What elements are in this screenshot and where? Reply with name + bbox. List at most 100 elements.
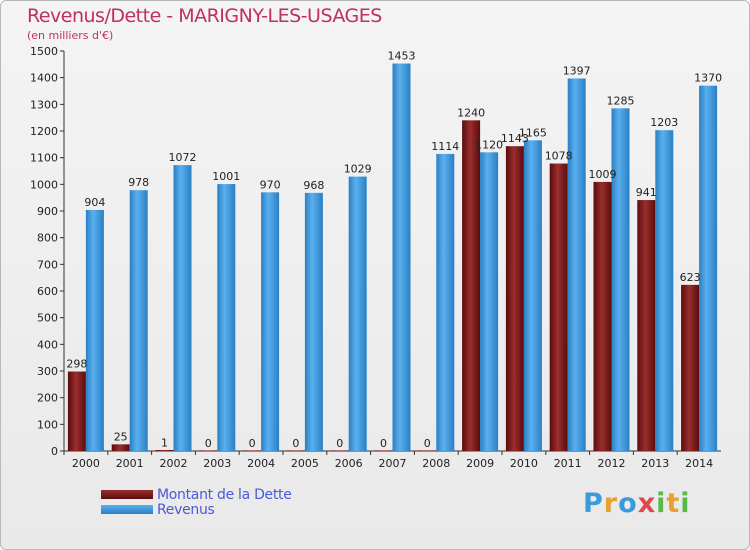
x-tick-label: 2010 — [510, 457, 538, 470]
x-tick-label: 2011 — [554, 457, 582, 470]
bar-revenus-2008 — [436, 153, 455, 451]
bar-revenus-2000 — [85, 209, 104, 451]
data-label-revenus-2008: 1114 — [431, 140, 459, 153]
bar-revenus-2011 — [567, 78, 586, 451]
x-tick-label: 2014 — [685, 457, 713, 470]
proxiti-logo: Proxiti — [583, 488, 691, 519]
x-tick-label: 2001 — [116, 457, 144, 470]
legend-swatch-revenus — [101, 505, 153, 514]
bar-dette-2000 — [67, 371, 86, 451]
data-label-dette-2012: 1009 — [589, 168, 617, 181]
data-label-dette-2005: 0 — [292, 437, 299, 450]
bar-revenus-2001 — [129, 190, 148, 451]
x-tick-label: 2003 — [203, 457, 231, 470]
x-tick-label: 2002 — [160, 457, 188, 470]
data-label-revenus-2012: 1285 — [607, 94, 635, 107]
data-label-revenus-2014: 1370 — [694, 72, 722, 85]
bar-dette-2005 — [286, 450, 305, 451]
bar-dette-2010 — [505, 146, 524, 451]
y-tick-label: 1100 — [30, 152, 58, 165]
bar-dette-2013 — [637, 200, 656, 451]
data-label-dette-2000: 298 — [66, 358, 87, 371]
data-label-dette-2014: 623 — [680, 271, 701, 284]
bar-dette-2008 — [418, 450, 437, 451]
bar-revenus-2002 — [173, 165, 192, 451]
data-label-revenus-2001: 978 — [128, 176, 149, 189]
bar-dette-2006 — [330, 450, 349, 451]
bar-revenus-2004 — [261, 192, 280, 452]
data-label-dette-2003: 0 — [205, 437, 212, 450]
chart-subtitle: (en milliers d'€) — [27, 29, 114, 42]
bar-revenus-2012 — [611, 108, 630, 451]
y-tick-label: 1200 — [30, 125, 58, 138]
bar-dette-2007 — [374, 450, 393, 451]
data-label-revenus-2011: 1397 — [563, 64, 591, 77]
x-tick-label: 2009 — [466, 457, 494, 470]
data-label-dette-2004: 0 — [249, 437, 256, 450]
data-label-dette-2002: 1 — [161, 437, 168, 450]
x-tick-label: 2000 — [72, 457, 100, 470]
x-tick-label: 2013 — [641, 457, 669, 470]
y-tick-label: 1500 — [30, 45, 58, 58]
data-label-revenus-2004: 970 — [260, 178, 281, 191]
bar-dette-2014 — [681, 284, 700, 451]
bar-dette-2012 — [593, 181, 612, 451]
y-tick-label: 100 — [37, 418, 58, 431]
bar-dette-2004 — [243, 450, 262, 451]
y-tick-label: 1000 — [30, 178, 58, 191]
data-label-revenus-2000: 904 — [84, 196, 105, 209]
data-label-revenus-2006: 1029 — [344, 163, 372, 176]
data-label-dette-2013: 941 — [636, 186, 657, 199]
x-tick-label: 2004 — [247, 457, 275, 470]
bar-revenus-2007 — [392, 63, 411, 452]
x-tick-label: 2008 — [422, 457, 450, 470]
data-label-dette-2008: 0 — [424, 437, 431, 450]
bar-dette-2001 — [111, 444, 130, 451]
data-label-dette-2009: 1240 — [457, 106, 485, 119]
data-label-dette-2011: 1078 — [545, 150, 573, 163]
bar-revenus-2014 — [699, 85, 718, 452]
bar-revenus-2009 — [480, 152, 499, 452]
bar-dette-2003 — [199, 450, 218, 451]
y-tick-label: 1400 — [30, 72, 58, 85]
legend-label-revenus: Revenus — [157, 502, 215, 518]
data-label-revenus-2009: 1120 — [475, 138, 503, 151]
bar-dette-2009 — [462, 120, 481, 451]
x-tick-label: 2006 — [335, 457, 363, 470]
x-tick-label: 2012 — [598, 457, 626, 470]
data-label-revenus-2010: 1165 — [519, 126, 547, 139]
legend-swatch-dette — [101, 490, 153, 499]
data-label-revenus-2003: 1001 — [212, 170, 240, 183]
y-tick-label: 400 — [37, 338, 58, 351]
data-label-dette-2006: 0 — [336, 437, 343, 450]
data-label-dette-2010: 1143 — [501, 132, 529, 145]
legend-label-dette: Montant de la Dette — [157, 487, 292, 503]
y-tick-label: 800 — [37, 232, 58, 245]
bar-revenus-2003 — [217, 184, 236, 452]
data-label-dette-2007: 0 — [380, 437, 387, 450]
y-tick-label: 0 — [51, 445, 58, 458]
chart-title: Revenus/Dette - MARIGNY-LES-USAGES — [27, 5, 382, 27]
x-tick-label: 2005 — [291, 457, 319, 470]
bar-dette-2002 — [155, 450, 174, 451]
x-tick-label: 2007 — [379, 457, 407, 470]
y-tick-label: 200 — [37, 392, 58, 405]
bar-revenus-2013 — [655, 130, 674, 451]
y-tick-label: 300 — [37, 365, 58, 378]
bars — [67, 63, 718, 452]
y-tick-label: 900 — [37, 205, 58, 218]
bar-revenus-2005 — [304, 192, 323, 451]
bar-dette-2011 — [549, 163, 568, 452]
data-label-revenus-2005: 968 — [303, 179, 324, 192]
y-tick-label: 500 — [37, 312, 58, 325]
bar-revenus-2006 — [348, 176, 367, 451]
data-label-revenus-2002: 1072 — [169, 151, 197, 164]
bar-revenus-2010 — [523, 140, 542, 452]
data-labels: 298 904 25 978 1 1072 0 1001 0 970 0 968 0 1029 0 1453 0… — [66, 50, 722, 450]
y-tick-label: 600 — [37, 285, 58, 298]
data-label-revenus-2013: 1203 — [650, 116, 678, 129]
y-tick-label: 1300 — [30, 98, 58, 111]
y-tick-label: 700 — [37, 258, 58, 271]
